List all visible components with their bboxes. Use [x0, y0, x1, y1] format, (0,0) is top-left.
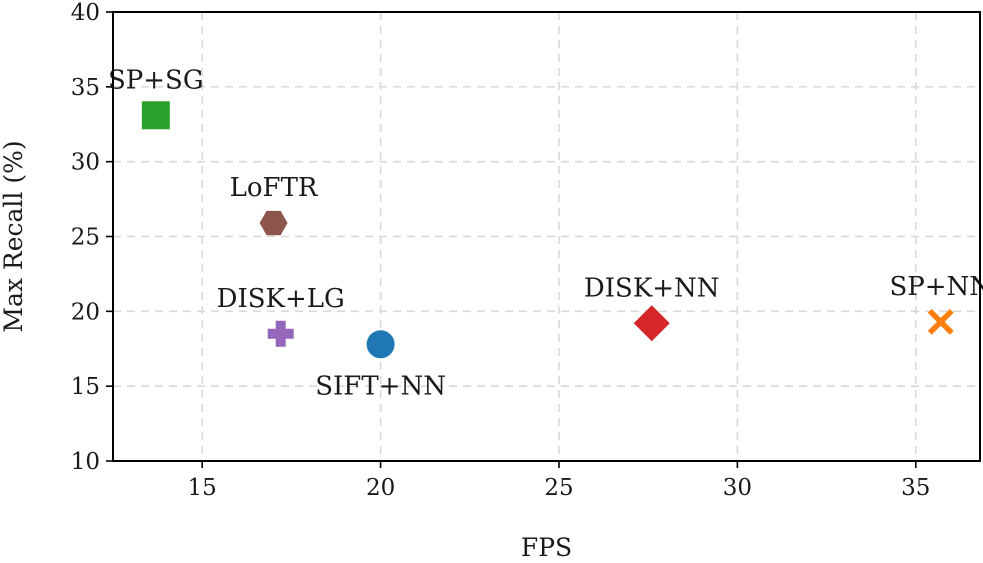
y-tick-label: 15 [71, 374, 100, 400]
point-label: LoFTR [230, 173, 319, 203]
y-tick-label: 20 [71, 299, 100, 325]
data-point: LoFTR [230, 173, 319, 236]
x-axis-label: FPS [521, 533, 572, 562]
point-label: DISK+LG [217, 284, 345, 314]
x-tick-label: 35 [901, 475, 930, 501]
point-label: SIFT+NN [315, 371, 446, 401]
disk-lg-marker [267, 320, 294, 347]
sift-nn-marker [366, 330, 395, 359]
y-tick-label: 10 [71, 449, 100, 475]
x-tick-label: 30 [723, 475, 752, 501]
x-tick-label: 25 [544, 475, 573, 501]
data-points: SP+SG LoFTR DISK+LG SIFT+NN DISK+NN SP+NN [108, 65, 983, 401]
data-point: DISK+NN [584, 273, 720, 342]
point-label: SP+SG [108, 65, 204, 95]
y-tick-label: 40 [71, 0, 100, 26]
y-tick-label: 30 [71, 150, 100, 176]
x-tick-label: 15 [188, 475, 217, 501]
sp-nn-marker [927, 308, 954, 335]
y-tick-label: 35 [71, 75, 100, 101]
y-tick-label: 25 [71, 225, 100, 251]
disk-nn-marker [633, 305, 670, 342]
data-point: SIFT+NN [315, 330, 446, 401]
point-label: DISK+NN [584, 273, 720, 303]
point-label: SP+NN [889, 272, 983, 302]
sp-sg-marker [141, 101, 170, 130]
grid [113, 12, 980, 461]
data-point: SP+NN [889, 272, 983, 335]
data-point: DISK+LG [217, 284, 345, 347]
plot-frame [112, 11, 981, 462]
x-tick-label: 20 [366, 475, 395, 501]
axis-ticks: 15 20 25 30 35 10 15 20 25 30 35 40 [71, 0, 931, 501]
loftr-marker [259, 210, 288, 236]
data-point: SP+SG [108, 65, 204, 130]
y-axis-label: Max Recall (%) [0, 140, 28, 332]
